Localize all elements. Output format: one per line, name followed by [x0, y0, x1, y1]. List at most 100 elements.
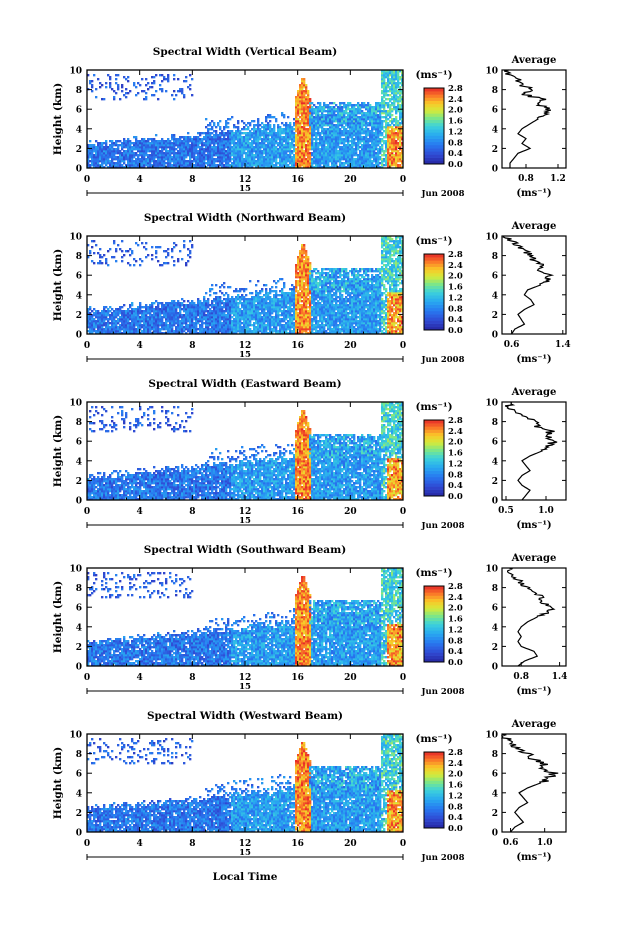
avg-y-tick-label: 8 [492, 252, 498, 262]
colorbar-swatch [424, 157, 444, 162]
colorbar-swatch [424, 257, 444, 261]
avg-y-tick-label: 8 [492, 418, 498, 428]
colorbar-swatch [424, 589, 444, 593]
average-title: Average [511, 719, 557, 730]
colorbar-tick-label: 0.8 [448, 636, 463, 646]
panel-2: Spectral Width (Northward Beam) 0 2 4 6 8 10 He… [52, 212, 571, 365]
avg-x-tick-label: 0.8 [518, 174, 534, 184]
panel-title: Spectral Width (Vertical Beam) [153, 46, 337, 58]
colorbar-frame [423, 751, 445, 829]
colorbar-swatch [424, 793, 444, 797]
colorbar-swatch [424, 818, 444, 822]
avg-x-tick-label: 0.5 [498, 506, 514, 516]
colorbar-tick-label: 0.0 [448, 326, 463, 336]
colorbar-swatch [424, 620, 444, 625]
colorbar-unit: (ms⁻¹) [415, 567, 452, 579]
colorbar-swatch [424, 771, 444, 775]
average-frame [501, 733, 567, 833]
colorbar-tick-label: 0.8 [448, 138, 463, 148]
colorbar-swatch [424, 141, 444, 146]
colorbar-unit: (ms⁻¹) [415, 733, 452, 745]
avg-y-tick-label: 4 [492, 457, 498, 467]
avg-x-tick-label: 1.4 [552, 672, 568, 682]
avg-y-tick-label: 4 [492, 291, 498, 301]
colorbar-swatch [424, 614, 444, 618]
y-axis-label: Height (km) [52, 83, 64, 155]
panel-title: Spectral Width (Eastward Beam) [148, 378, 341, 390]
x-tick-label: 0 [400, 507, 406, 517]
colorbar-swatch [424, 461, 444, 465]
colorbar-swatch [424, 799, 444, 803]
colorbar-tick-label: 2.8 [448, 416, 463, 426]
y-tick-label: 8 [76, 252, 82, 262]
avg-y-tick-label: 10 [485, 233, 498, 243]
colorbar-swatch [424, 269, 444, 274]
avg-x-axis-label: (ms⁻¹) [516, 354, 551, 365]
panel-5: Spectral Width (Westward Beam) 0 2 4 6 8 10 Hei… [52, 710, 567, 863]
panel-title: Spectral Width (Southward Beam) [144, 544, 346, 556]
y-tick-label: 2 [76, 643, 82, 653]
colorbar-swatch [424, 254, 444, 258]
y-tick-label: 0 [76, 165, 82, 175]
average-title: Average [511, 553, 557, 564]
colorbar-tick-label: 0.4 [448, 315, 463, 325]
y-tick-label: 8 [76, 86, 82, 96]
y-tick-label: 10 [69, 67, 82, 77]
avg-y-tick-label: 2 [492, 809, 498, 819]
day-label: 15 [239, 350, 251, 360]
colorbar-unit: (ms⁻¹) [415, 235, 452, 247]
colorbar-swatch [424, 276, 444, 280]
colorbar-swatch [424, 432, 444, 437]
x-tick-label: 12 [239, 175, 252, 185]
avg-x-tick-label: 1.0 [537, 838, 553, 848]
colorbar-tick-label: 1.2 [448, 293, 463, 303]
date-label: Jun 2008 [421, 853, 465, 863]
colorbar-swatch [424, 473, 444, 478]
x-tick-label: 0 [84, 673, 90, 683]
colorbar-swatch [424, 636, 444, 641]
colorbar-tick-label: 1.6 [448, 283, 463, 293]
day-label: 15 [239, 516, 251, 526]
colorbar-swatch [424, 764, 444, 769]
avg-y-tick-label: 6 [492, 106, 498, 116]
y-tick-label: 2 [76, 477, 82, 487]
colorbar-swatch [424, 467, 444, 471]
x-tick-label: 0 [400, 673, 406, 683]
x-tick-label: 12 [239, 839, 252, 849]
colorbar-tick-label: 0.8 [448, 470, 463, 480]
y-tick-label: 8 [76, 750, 82, 760]
colorbar-unit: (ms⁻¹) [415, 69, 452, 81]
colorbar-swatch [424, 301, 444, 305]
colorbar-swatch [424, 288, 444, 293]
avg-x-tick-label: 0.6 [503, 838, 519, 848]
colorbar-swatch [424, 292, 444, 296]
avg-y-tick-label: 10 [485, 565, 498, 575]
x-tick-label: 8 [189, 175, 195, 185]
colorbar-swatch [424, 320, 444, 324]
average-frame [501, 235, 567, 335]
y-axis-label: Height (km) [52, 415, 64, 487]
x-tick-label: 12 [239, 507, 252, 517]
colorbar-swatch [424, 464, 444, 468]
colorbar-tick-label: 2.4 [448, 261, 463, 271]
avg-x-tick-label: 0.8 [513, 672, 529, 682]
y-tick-label: 4 [76, 623, 82, 633]
colorbar-swatch [424, 435, 444, 440]
avg-y-tick-label: 10 [485, 399, 498, 409]
colorbar-swatch [424, 160, 444, 165]
colorbar-swatch [424, 151, 444, 155]
colorbar-swatch [424, 646, 444, 650]
colorbar-swatch [424, 145, 444, 149]
day-label: 15 [239, 184, 251, 194]
heatmap-cells [87, 402, 403, 500]
colorbar-tick-label: 2.4 [448, 593, 463, 603]
x-tick-label: 20 [344, 507, 357, 517]
x-tick-label: 8 [189, 341, 195, 351]
colorbar-swatch [424, 423, 444, 427]
colorbar-swatch [424, 91, 444, 95]
avg-y-tick-label: 10 [485, 731, 498, 741]
colorbar-tick-label: 0.0 [448, 824, 463, 834]
colorbar-swatch [424, 100, 444, 105]
avg-x-tick-label: 1.2 [550, 174, 566, 184]
colorbar-swatch [424, 595, 444, 599]
